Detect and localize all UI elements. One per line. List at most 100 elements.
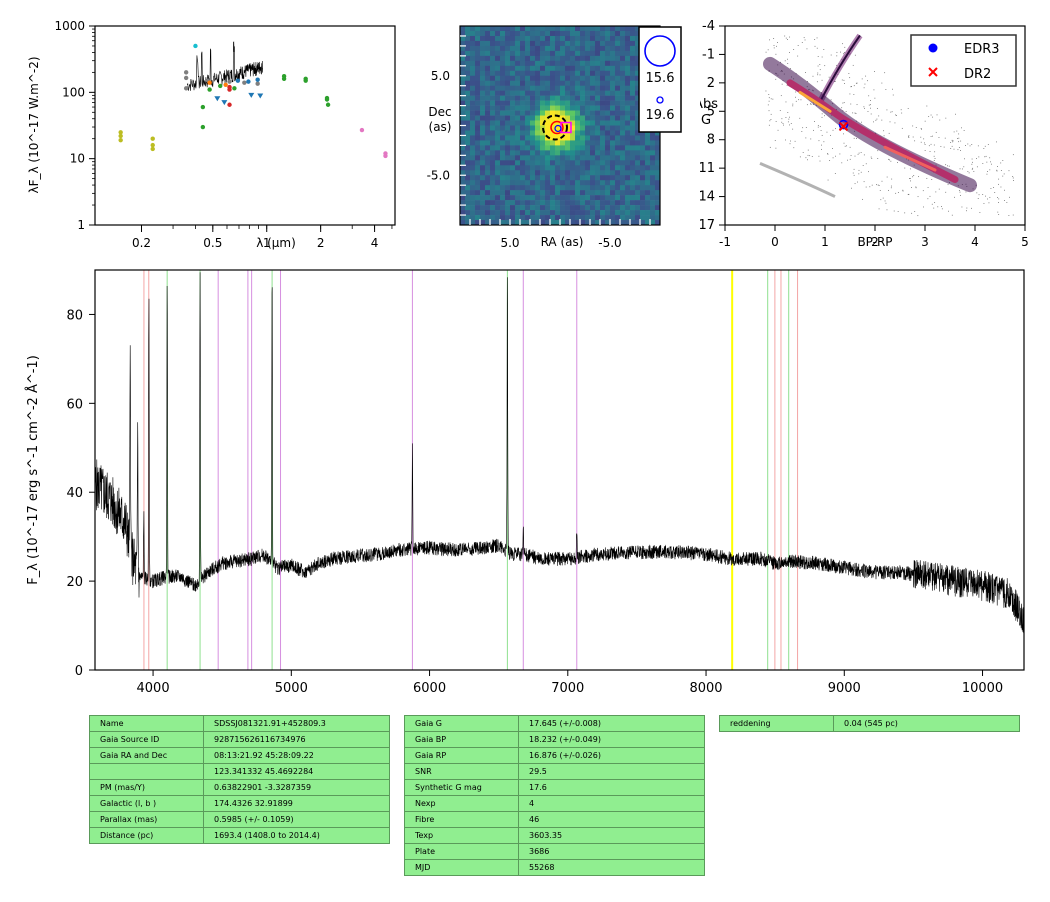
hrd-star [989, 157, 991, 159]
hrd-xtick-label: -1 [719, 235, 731, 249]
hrd-star [913, 175, 915, 176]
hrd-star [971, 144, 973, 145]
image-pixel [520, 185, 526, 191]
image-pixel [510, 210, 516, 216]
image-pixel [645, 135, 651, 141]
image-pixel [515, 205, 521, 211]
image-pixel [510, 175, 516, 181]
image-pixel [520, 145, 526, 151]
image-pixel [535, 205, 541, 211]
image-pixel [530, 180, 536, 186]
image-pixel [600, 60, 606, 67]
image-pixel [525, 200, 531, 206]
image-pixel [470, 155, 476, 161]
image-pixel [505, 55, 511, 62]
image-pixel [480, 205, 486, 211]
image-pixel [550, 175, 556, 181]
hrd-xtick-label: 5 [1021, 235, 1029, 249]
hrd-star [853, 94, 855, 95]
image-pixel [495, 110, 501, 116]
image-pixel [535, 65, 541, 72]
image-pixel [585, 140, 591, 146]
image-pixel [585, 135, 591, 141]
hrd-star [877, 150, 879, 152]
image-pixel [515, 145, 521, 151]
image-pixel [485, 195, 491, 201]
image-pixel [500, 160, 506, 166]
hrd-star [774, 140, 776, 142]
image-pixel [465, 160, 471, 166]
image-pixel [590, 190, 596, 196]
image-pixel [585, 115, 591, 121]
image-pixel [490, 180, 496, 186]
image-pixel [465, 200, 471, 206]
image-pixel [500, 125, 506, 131]
image-pixel [525, 30, 531, 37]
image-pixel [625, 170, 631, 176]
image-pixel [635, 85, 641, 91]
image-pixel [520, 220, 526, 226]
image-pixel [585, 190, 591, 196]
image-pixel [555, 50, 561, 57]
image-pixel [560, 50, 566, 57]
hrd-star [998, 201, 999, 203]
image-pixel [470, 80, 476, 86]
image-pixel [585, 145, 591, 151]
image-pixel [575, 95, 581, 101]
image-pixel [475, 125, 481, 131]
hrd-star [931, 203, 933, 205]
image-pixel [520, 45, 526, 52]
image-pixel [580, 170, 586, 176]
image-pixel [470, 135, 476, 141]
image-pixel [615, 205, 621, 211]
image-pixel [575, 35, 581, 42]
image-pixel [525, 55, 531, 62]
image-pixel [545, 45, 551, 52]
image-pixel [565, 115, 571, 121]
image-pixel [640, 145, 646, 151]
image-pixel [645, 140, 651, 146]
hrd-ytick-label: 5 [707, 104, 715, 119]
hrd-star [907, 194, 909, 195]
image-pixel [605, 120, 611, 126]
image-pixel [540, 35, 546, 42]
image-pixel [515, 195, 521, 201]
image-pixel [515, 185, 521, 191]
image-pixel [570, 180, 576, 186]
image-pixel [560, 45, 566, 52]
image-pixel [535, 170, 541, 176]
image-pixel [590, 105, 596, 111]
table-row: SNR 29.5 [404, 763, 705, 780]
image-pixel [610, 155, 616, 161]
image-pixel [475, 140, 481, 146]
image-pixel [625, 155, 631, 161]
image-pixel [470, 45, 476, 52]
hrd-star [915, 186, 917, 188]
image-pixel [570, 155, 576, 161]
spectrum-axes-frame [94, 269, 1025, 671]
image-pixel [495, 30, 501, 37]
image-pixel [630, 190, 636, 196]
image-pixel [610, 135, 616, 141]
hrd-star [885, 202, 887, 204]
image-pixel [655, 205, 661, 211]
image-pixel [630, 215, 636, 221]
image-pixel [480, 80, 486, 86]
image-pixel [640, 205, 646, 211]
image-pixel [460, 30, 466, 37]
image-pixel [550, 45, 556, 52]
image-pixel [535, 140, 541, 146]
image-pixel [505, 85, 511, 91]
image-pixel [605, 190, 611, 196]
image-pixel [585, 180, 591, 186]
image-pixel [655, 210, 661, 216]
image-pixel [655, 145, 661, 151]
hrd-star [890, 111, 892, 113]
image-pixel [500, 145, 506, 151]
image-pixel [580, 215, 586, 221]
image-pixel [575, 200, 581, 206]
table-row: Galactic (l, b ) 174.4326 32.91899 [89, 795, 390, 812]
image-pixel [585, 100, 591, 106]
image-pixel [625, 100, 631, 106]
image-pixel [505, 45, 511, 52]
